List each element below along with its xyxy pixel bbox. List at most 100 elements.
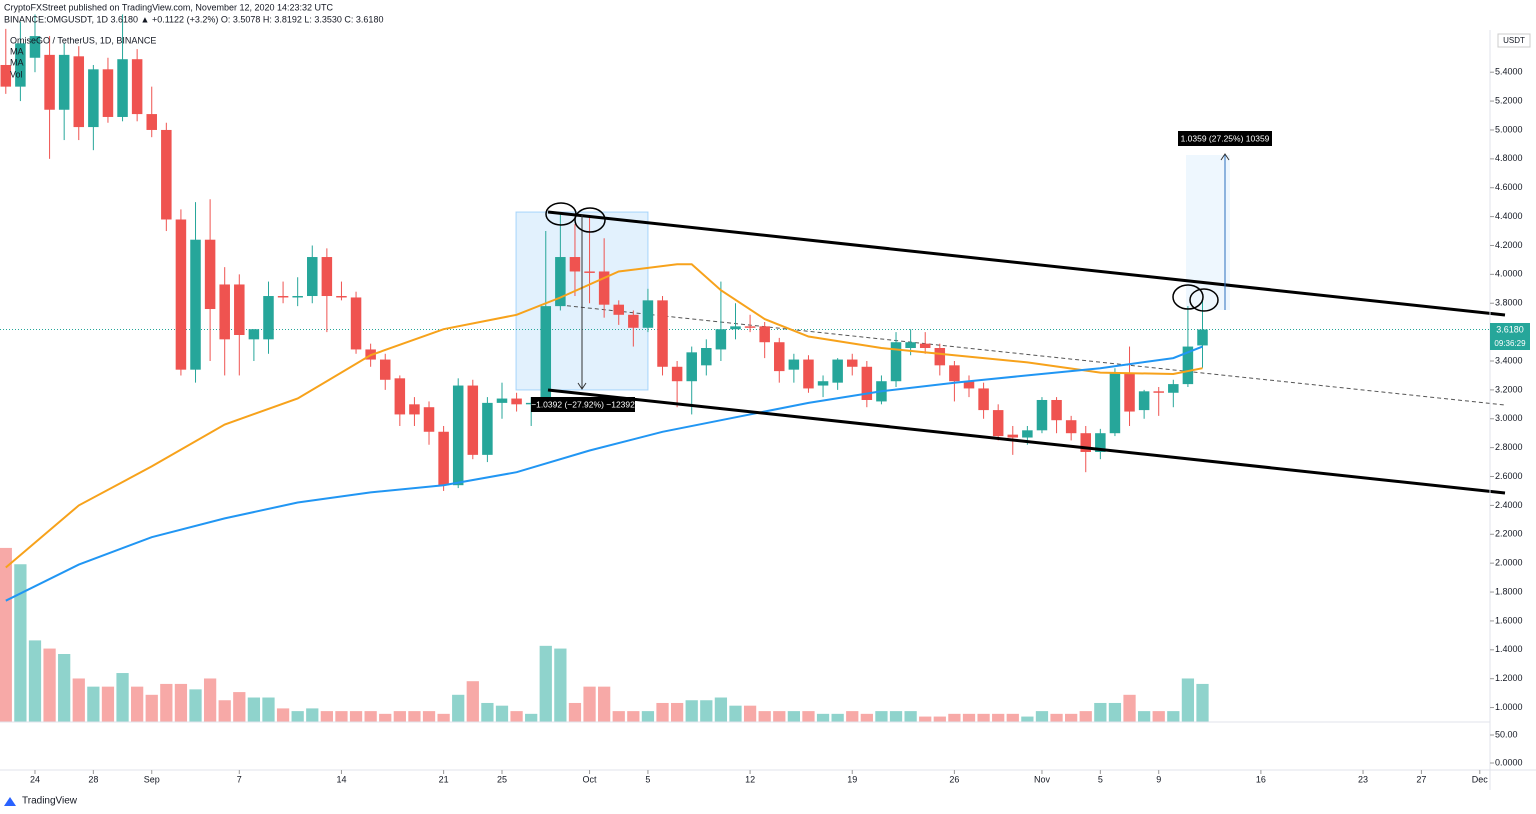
candle-body <box>467 385 479 455</box>
x-tick-label: 23 <box>1358 774 1368 784</box>
volume-bar <box>1035 711 1049 722</box>
volume-bar <box>28 640 42 722</box>
measure-label-box <box>1178 131 1272 146</box>
volume-bar <box>1167 711 1180 722</box>
volume-bar <box>393 711 406 722</box>
highlight-circle <box>1189 288 1219 312</box>
candle-body <box>1124 372 1135 412</box>
volume-bar <box>422 711 436 722</box>
volume-bar <box>364 711 377 722</box>
volume-bar <box>554 648 567 722</box>
candle-body <box>0 64 12 87</box>
candle-body <box>409 404 420 415</box>
legend-entry: MA <box>10 57 24 67</box>
ma-line <box>5 263 1203 569</box>
volume-bar <box>276 708 290 722</box>
y-tick-label: 4.4000 <box>1495 211 1523 221</box>
volume-bar <box>131 686 144 722</box>
candle-body <box>73 56 85 128</box>
candle-body <box>803 359 814 389</box>
volume-bar <box>904 711 917 722</box>
candle-body <box>511 398 522 405</box>
volume-bar <box>262 697 275 722</box>
volume-bar <box>919 716 932 722</box>
volume-bar <box>43 648 56 722</box>
candle-body <box>496 398 508 403</box>
candle-body <box>1153 391 1164 393</box>
candle-body <box>569 257 581 272</box>
candle-body <box>934 348 946 366</box>
volume-bar <box>0 547 12 722</box>
volume-bar <box>846 711 859 722</box>
legend-entry: Vol <box>10 69 23 79</box>
candle-body <box>248 329 260 340</box>
candle-body <box>1007 434 1019 438</box>
y-tick-label: 2.8000 <box>1495 442 1523 452</box>
candle-body <box>307 257 318 297</box>
candle-body <box>438 431 449 486</box>
publisher: CryptoFXStreet published on TradingView.… <box>4 2 334 12</box>
price-tag-box <box>1490 323 1530 337</box>
candle-body <box>1036 399 1048 431</box>
volume-bar <box>247 697 261 722</box>
volume-bar <box>1196 683 1209 722</box>
volume-bar <box>218 700 231 722</box>
volume-bar <box>510 711 523 722</box>
x-tick-label: 25 <box>497 774 507 784</box>
volume-bar <box>1050 713 1063 722</box>
y-tick-label: 5.4000 <box>1495 67 1523 77</box>
y-tick-label: 2.6000 <box>1495 471 1523 481</box>
price-tag: 3.6180 <box>1496 324 1524 334</box>
volume-bar <box>466 681 479 722</box>
volume-bar <box>335 711 348 722</box>
candle-body <box>263 296 274 340</box>
volume-bar <box>291 711 304 722</box>
candle-body <box>161 129 172 220</box>
x-tick-label: 7 <box>237 774 242 784</box>
volume-bar <box>160 683 173 722</box>
highlight-circle <box>1172 284 1204 310</box>
x-tick-label: 19 <box>847 774 857 784</box>
countdown: 09:36:29 <box>1494 339 1526 348</box>
volume-bar <box>875 711 888 722</box>
candle-body <box>686 352 697 382</box>
candle-body <box>628 314 639 328</box>
candle-body <box>452 385 464 486</box>
candle-body <box>1022 430 1033 438</box>
volume-bar <box>612 711 625 722</box>
x-tick-label: 14 <box>336 774 346 784</box>
brand: TradingView <box>22 796 78 807</box>
candle-body <box>555 257 566 307</box>
candle-body <box>350 297 362 350</box>
quote: BINANCE:OMGUSDT, 1D 3.6180 ▲ +0.1122 (+3… <box>4 14 383 24</box>
volume-bar <box>831 713 844 722</box>
x-tick-label: 5 <box>645 774 650 784</box>
volume-bar <box>714 697 728 722</box>
volume-bar <box>437 713 450 722</box>
measure-label-box <box>531 397 635 412</box>
volume-bar <box>349 711 363 722</box>
volume-bar <box>408 711 421 722</box>
candle-body <box>788 359 800 370</box>
candle-body <box>394 378 406 415</box>
candle-body <box>292 296 303 298</box>
candle-body <box>1051 399 1062 421</box>
candle-body <box>759 326 770 343</box>
volume-bar <box>116 673 129 722</box>
candle-body <box>671 366 683 382</box>
y-tick-label: 4.6000 <box>1495 182 1523 192</box>
brand-logo <box>4 797 16 806</box>
y-tick-label: 1.0000 <box>1495 702 1523 712</box>
candle-body <box>978 388 989 411</box>
candle-body <box>598 271 610 305</box>
x-tick-label: Dec <box>1472 774 1489 784</box>
candle-body <box>890 342 902 382</box>
volume-bar <box>948 713 961 722</box>
candle-body <box>715 329 727 350</box>
candle-body <box>190 239 201 370</box>
y-tick-label: 1.6000 <box>1495 615 1523 625</box>
y-tick-label: 0.0000 <box>1495 757 1523 767</box>
mid-line <box>559 304 1506 406</box>
volume-bar <box>992 713 1005 722</box>
